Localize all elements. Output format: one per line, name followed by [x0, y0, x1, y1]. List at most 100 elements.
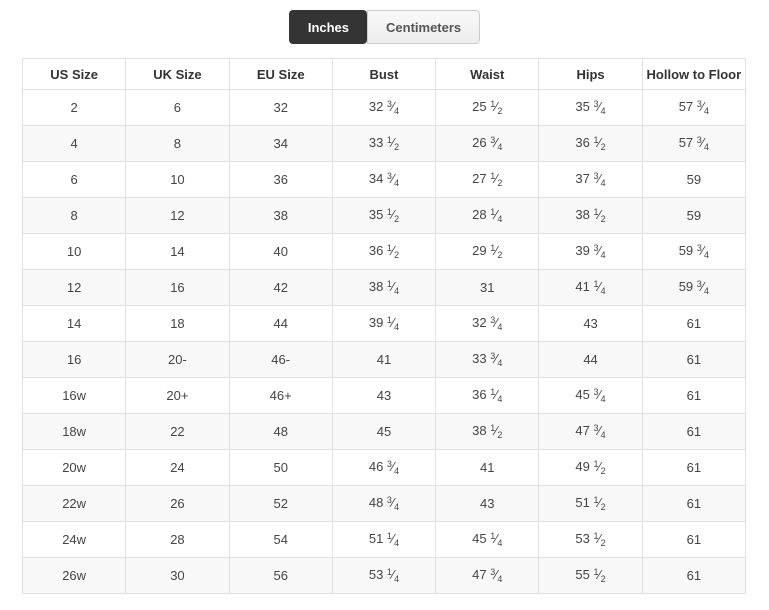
table-cell: 16w: [21, 377, 127, 414]
table-cell: 10: [125, 161, 230, 198]
table-cell: 36 1⁄2: [538, 125, 643, 162]
table-cell: 6: [125, 89, 230, 126]
table-row: 2 6 32 32 3⁄4 25 1⁄2 35 3⁄4 57 3⁄4: [21, 89, 747, 126]
table-cell: 51 1⁄2: [538, 485, 643, 522]
table-cell: 25 1⁄2: [435, 89, 540, 126]
table-cell: 16: [125, 269, 230, 306]
table-cell: 6: [21, 161, 127, 198]
table-cell: 41: [435, 449, 540, 486]
table-cell: 8: [125, 125, 230, 162]
table-row: 18w 22 48 45 38 1⁄2 47 3⁄4 61: [21, 413, 747, 450]
table-cell: 41 1⁄4: [538, 269, 643, 306]
table-cell: 38 1⁄2: [538, 197, 643, 234]
column-header: Bust: [331, 58, 437, 90]
column-header: Hips: [538, 58, 643, 90]
table-row: 4 8 34 33 1⁄2 26 3⁄4 36 1⁄2 57 3⁄4: [21, 125, 747, 162]
table-cell: 53 1⁄2: [538, 521, 643, 558]
table-cell: 16: [21, 341, 127, 378]
table-cell: 61: [641, 377, 747, 414]
table-cell: 52: [228, 485, 333, 522]
table-cell: 45 1⁄4: [435, 521, 540, 558]
table-cell: 47 3⁄4: [435, 557, 540, 594]
table-cell: 30: [125, 557, 230, 594]
table-cell: 46+: [228, 377, 333, 414]
table-cell: 8: [21, 197, 127, 234]
table-cell: 27 1⁄2: [435, 161, 540, 198]
table-cell: 28 1⁄4: [435, 197, 540, 234]
table-cell: 43: [538, 305, 643, 342]
table-cell: 46 3⁄4: [331, 449, 437, 486]
table-cell: 22: [125, 413, 230, 450]
column-header: EU Size: [228, 58, 333, 90]
table-cell: 53 1⁄4: [331, 557, 437, 594]
table-cell: 43: [435, 485, 540, 522]
table-row: 10 14 40 36 1⁄2 29 1⁄2 39 3⁄4 59 3⁄4: [21, 233, 747, 270]
table-cell: 32: [228, 89, 333, 126]
table-cell: 46-: [228, 341, 333, 378]
table-cell: 4: [21, 125, 127, 162]
table-cell: 33 3⁄4: [435, 341, 540, 378]
table-cell: 59 3⁄4: [641, 269, 747, 306]
table-cell: 59: [641, 197, 747, 234]
table-cell: 20w: [21, 449, 127, 486]
table-row: 24w 28 54 51 1⁄4 45 1⁄4 53 1⁄2 61: [21, 521, 747, 558]
table-cell: 44: [538, 341, 643, 378]
table-cell: 14: [125, 233, 230, 270]
table-cell: 12: [125, 197, 230, 234]
table-cell: 24: [125, 449, 230, 486]
table-cell: 50: [228, 449, 333, 486]
tab-centimeters[interactable]: Centimeters: [367, 10, 481, 44]
table-cell: 12: [21, 269, 127, 306]
table-cell: 35 3⁄4: [538, 89, 643, 126]
table-cell: 55 1⁄2: [538, 557, 643, 594]
table-row: 16w 20+ 46+ 43 36 1⁄4 45 3⁄4 61: [21, 377, 747, 414]
table-cell: 49 1⁄2: [538, 449, 643, 486]
table-cell: 41: [331, 341, 437, 378]
table-row: 22w 26 52 48 3⁄4 43 51 1⁄2 61: [21, 485, 747, 522]
table-row: 14 18 44 39 1⁄4 32 3⁄4 43 61: [21, 305, 747, 342]
table-cell: 26 3⁄4: [435, 125, 540, 162]
table-cell: 32 3⁄4: [435, 305, 540, 342]
table-cell: 18: [125, 305, 230, 342]
table-cell: 26w: [21, 557, 127, 594]
table-cell: 42: [228, 269, 333, 306]
table-cell: 36 1⁄4: [435, 377, 540, 414]
table-cell: 20+: [125, 377, 230, 414]
table-row: 6 10 36 34 3⁄4 27 1⁄2 37 3⁄4 59: [21, 161, 747, 198]
table-cell: 32 3⁄4: [331, 89, 437, 126]
tab-inches[interactable]: Inches: [288, 10, 368, 44]
size-chart-table: US Size UK Size EU Size Bust Waist Hips Hollow…: [21, 58, 747, 594]
column-header: Hollow to Floor: [641, 58, 747, 90]
table-row: 26w 30 56 53 1⁄4 47 3⁄4 55 1⁄2 61: [21, 557, 747, 594]
table-cell: 34: [228, 125, 333, 162]
size-chart-body: 2 6 32 32 3⁄4 25 1⁄2 35 3⁄4 57 3⁄4 4 8 34 33 1⁄2 26…: [21, 89, 747, 594]
table-cell: 35 1⁄2: [331, 197, 437, 234]
table-cell: 48 3⁄4: [331, 485, 437, 522]
table-cell: 24w: [21, 521, 127, 558]
table-cell: 61: [641, 557, 747, 594]
table-row: 12 16 42 38 1⁄4 31 41 1⁄4 59 3⁄4: [21, 269, 747, 306]
table-cell: 31: [435, 269, 540, 306]
table-cell: 57 3⁄4: [641, 89, 747, 126]
table-cell: 36: [228, 161, 333, 198]
table-cell: 61: [641, 449, 747, 486]
table-cell: 38: [228, 197, 333, 234]
size-chart-container: US Size UK Size EU Size Bust Waist Hips Hollow…: [0, 48, 769, 594]
header-row: US Size UK Size EU Size Bust Waist Hips Hollow…: [21, 58, 747, 90]
table-cell: 48: [228, 413, 333, 450]
table-cell: 51 1⁄4: [331, 521, 437, 558]
table-cell: 61: [641, 521, 747, 558]
table-cell: 37 3⁄4: [538, 161, 643, 198]
table-cell: 59 3⁄4: [641, 233, 747, 270]
table-cell: 28: [125, 521, 230, 558]
table-cell: 40: [228, 233, 333, 270]
table-cell: 61: [641, 485, 747, 522]
table-cell: 61: [641, 341, 747, 378]
unit-toggle: Inches Centimeters: [0, 0, 769, 48]
table-cell: 43: [331, 377, 437, 414]
table-row: 16 20- 46- 41 33 3⁄4 44 61: [21, 341, 747, 378]
table-cell: 36 1⁄2: [331, 233, 437, 270]
table-cell: 39 3⁄4: [538, 233, 643, 270]
table-cell: 22w: [21, 485, 127, 522]
table-cell: 44: [228, 305, 333, 342]
